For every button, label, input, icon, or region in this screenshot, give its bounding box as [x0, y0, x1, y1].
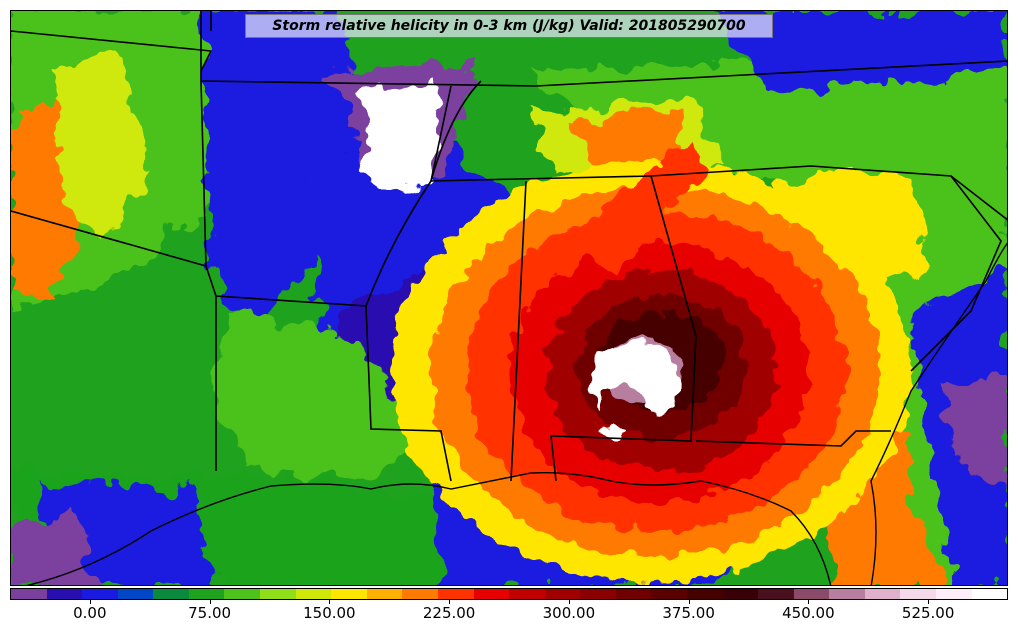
colorbar-segment: [793, 589, 830, 599]
colorbar-segment: [46, 589, 83, 599]
colorbar-segment: [11, 589, 47, 599]
colorbar-segment: [651, 589, 687, 599]
colorbar-segment: [366, 589, 403, 599]
storm-core-white: [592, 342, 680, 412]
field-tn-orange: [571, 111, 691, 171]
colorbar-tick-label: 150.00: [303, 604, 356, 622]
storm-eye-white: [597, 426, 625, 436]
colorbar-tick: [329, 600, 331, 604]
field-purple-southeast: [941, 371, 1007, 481]
colorbar-segment: [153, 589, 189, 599]
map-title: Storm relative helicity in 0-3 km (J/kg)…: [245, 14, 773, 38]
colorbar-segment: [295, 589, 332, 599]
colorbar-tick: [89, 600, 91, 604]
colorbar-segment: [544, 589, 581, 599]
helicity-map[interactable]: [10, 10, 1008, 586]
colorbar-segment: [758, 589, 794, 599]
colorbar-tick-label: 525.00: [901, 604, 955, 622]
colorbar-tick-label: 300.00: [542, 604, 596, 622]
colorbar-segment: [900, 589, 937, 599]
colorbar-tick: [928, 600, 930, 604]
colorbar-segment: [82, 589, 118, 599]
state-boundaries: [11, 11, 1007, 482]
colorbar-tick: [688, 600, 690, 604]
colorbar-segment: [615, 589, 652, 599]
colorbar-segment: [971, 589, 1008, 599]
colorbar-ticks: 0.00 75.00 150.00 225.00 300.00 375.00 450.00 5…: [10, 600, 1008, 630]
colorbar-segment: [722, 589, 759, 599]
coastline: [26, 242, 1007, 585]
colorbar-segment: [188, 589, 225, 599]
colorbar-segment: [936, 589, 972, 599]
field-texas-blue: [201, 11, 371, 331]
colorbar-segment: [509, 589, 545, 599]
colorbar-tick-label: 0.00: [73, 604, 107, 622]
colorbar-tick: [568, 600, 570, 604]
colorbar-tick-label: 75.00: [188, 604, 232, 622]
colorbar-segment: [864, 589, 901, 599]
field-north-white: [361, 81, 441, 191]
storm-system: [391, 161, 911, 581]
colorbar-segment: [580, 589, 616, 599]
colorbar: [10, 588, 1008, 600]
colorbar-segment: [829, 589, 865, 599]
map-canvas: [11, 11, 1007, 585]
colorbar-tick-label: 375.00: [662, 604, 715, 622]
colorbar-tick-label: 225.00: [422, 604, 476, 622]
colorbar-segment: [686, 589, 723, 599]
field-mid-atl-blue: [711, 11, 1007, 91]
colorbar-segment: [224, 589, 261, 599]
storm-band-northeast: [571, 141, 711, 271]
colorbar-segment: [117, 589, 154, 599]
field-west-yellow: [51, 51, 151, 241]
colorbar-tick: [808, 600, 810, 604]
colorbar-segment: [473, 589, 510, 599]
field-tx-purple: [11, 511, 101, 585]
colorbar-tick-label: 450.00: [782, 604, 835, 622]
colorbar-tick: [209, 600, 211, 604]
colorbar-segment: [402, 589, 438, 599]
colorbar-segment: [437, 589, 474, 599]
colorbar-segment: [331, 589, 367, 599]
colorbar-tick: [449, 600, 451, 604]
colorbar-segment: [260, 589, 296, 599]
field-la-green: [211, 311, 431, 481]
